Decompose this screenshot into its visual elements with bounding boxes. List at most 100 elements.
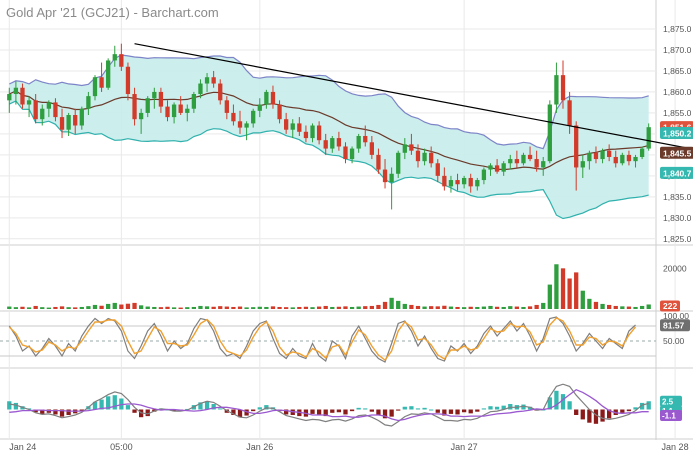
macd-histogram-bar [53, 409, 58, 415]
chart-title: Gold Apr '21 (GCJ21) - Barchart.com [6, 5, 219, 20]
macd-histogram-bar [132, 409, 137, 413]
stoch-marker-box [660, 319, 690, 332]
candle-body [442, 175, 447, 187]
volume-bar [323, 305, 328, 309]
candle-body [376, 154, 381, 170]
macd-histogram-bar [33, 409, 38, 413]
volume-bar [475, 306, 480, 309]
volume-bar [639, 305, 645, 309]
bollinger-middle-line [9, 90, 649, 171]
macd-histogram-bar [204, 401, 210, 410]
volume-bar [349, 306, 355, 309]
candle-body [310, 125, 315, 139]
x-tick-label: Jan 28 [662, 442, 689, 452]
volume-bar [580, 290, 585, 309]
volume-bar [646, 304, 651, 309]
candle-body [508, 159, 513, 164]
macd-histogram-bar [330, 409, 335, 413]
volume-bar [59, 306, 65, 309]
candle-body [204, 77, 210, 84]
macd-histogram-bar [620, 409, 625, 413]
macd-histogram-bar [560, 394, 566, 410]
volume-bar [547, 284, 552, 309]
volume-bar [112, 302, 117, 309]
volume-bar [185, 307, 190, 309]
macd-histogram-bar [112, 395, 117, 410]
volume-bar [198, 305, 203, 309]
volume-bar [369, 305, 374, 309]
candle-body [86, 96, 91, 109]
macd-histogram-bar [481, 408, 487, 410]
candle-body [46, 102, 51, 109]
candle-body [389, 173, 394, 183]
volume-bar [13, 307, 19, 309]
volume-bar [211, 306, 216, 309]
candle-body [475, 180, 480, 187]
volume-bar [435, 306, 440, 309]
volume-bar [158, 307, 164, 309]
volume-bar [442, 305, 447, 309]
candle-body [580, 161, 585, 168]
bollinger-band-area [9, 55, 649, 219]
volume-bar [402, 303, 407, 309]
candle-body [574, 125, 579, 168]
candle-body [349, 148, 355, 160]
candle-body [13, 87, 19, 95]
volume-bar [165, 306, 170, 309]
candle-body [560, 75, 566, 101]
volume-bar [541, 302, 546, 309]
candle-body [330, 138, 335, 149]
price-marker: 1,850.2 [660, 127, 693, 140]
candle-body [554, 75, 559, 105]
volume-bar [389, 297, 394, 309]
macd-histogram-bar [349, 409, 355, 412]
stoch-tick-label: 100.00 [663, 311, 689, 321]
candle-body [303, 131, 309, 139]
macd-histogram-bar [580, 409, 585, 420]
volume-bar [290, 307, 295, 309]
candle-body [514, 159, 520, 164]
volume-bar [264, 306, 269, 309]
price-tick-label: 1,835.0 [663, 192, 692, 202]
macd-histogram-bar [7, 401, 12, 410]
macd-histogram-bar [501, 405, 506, 410]
volume-bar [53, 306, 58, 309]
volume-bar [554, 264, 559, 309]
macd-histogram-bar [310, 409, 315, 414]
macd-histogram-bar [257, 407, 262, 410]
candle-body [92, 77, 98, 97]
volume-bar [382, 301, 388, 309]
candle-body [541, 161, 546, 168]
volume-bar [86, 306, 91, 309]
price-tick-label: 1,825.0 [663, 234, 692, 244]
candle-body [277, 104, 282, 120]
volume-bar [330, 306, 335, 309]
macd-marker-label: 2.5 [662, 397, 674, 406]
volume-bar [46, 307, 51, 309]
volume-tick-label: 20000 [663, 263, 687, 273]
volume-bar [488, 305, 493, 309]
macd-histogram-bar [66, 409, 71, 415]
volume-bar [178, 307, 183, 309]
candle-body [132, 94, 137, 120]
price-marker-label: 1,840.7 [663, 168, 692, 178]
candle-body [152, 91, 157, 99]
candle-body [633, 156, 638, 162]
candle-body [171, 104, 177, 118]
macd-histogram-bar [554, 390, 559, 410]
volume-bar [429, 306, 434, 309]
candle-body [264, 91, 269, 105]
macd-histogram-bar [415, 408, 421, 410]
candle-body [521, 154, 526, 164]
macd-histogram-bar [343, 409, 348, 415]
macd-histogram-bar [171, 409, 177, 412]
stoch-tick-label: 50.00 [663, 336, 685, 346]
volume-bar [343, 306, 348, 309]
volume-bar [224, 306, 229, 309]
macd-histogram-bar [587, 409, 592, 423]
x-tick-label: Jan 26 [246, 442, 273, 452]
macd-histogram-bar [198, 402, 203, 410]
macd-histogram-bar [607, 409, 612, 419]
stoch-marker-label: 81.57 [663, 321, 685, 331]
